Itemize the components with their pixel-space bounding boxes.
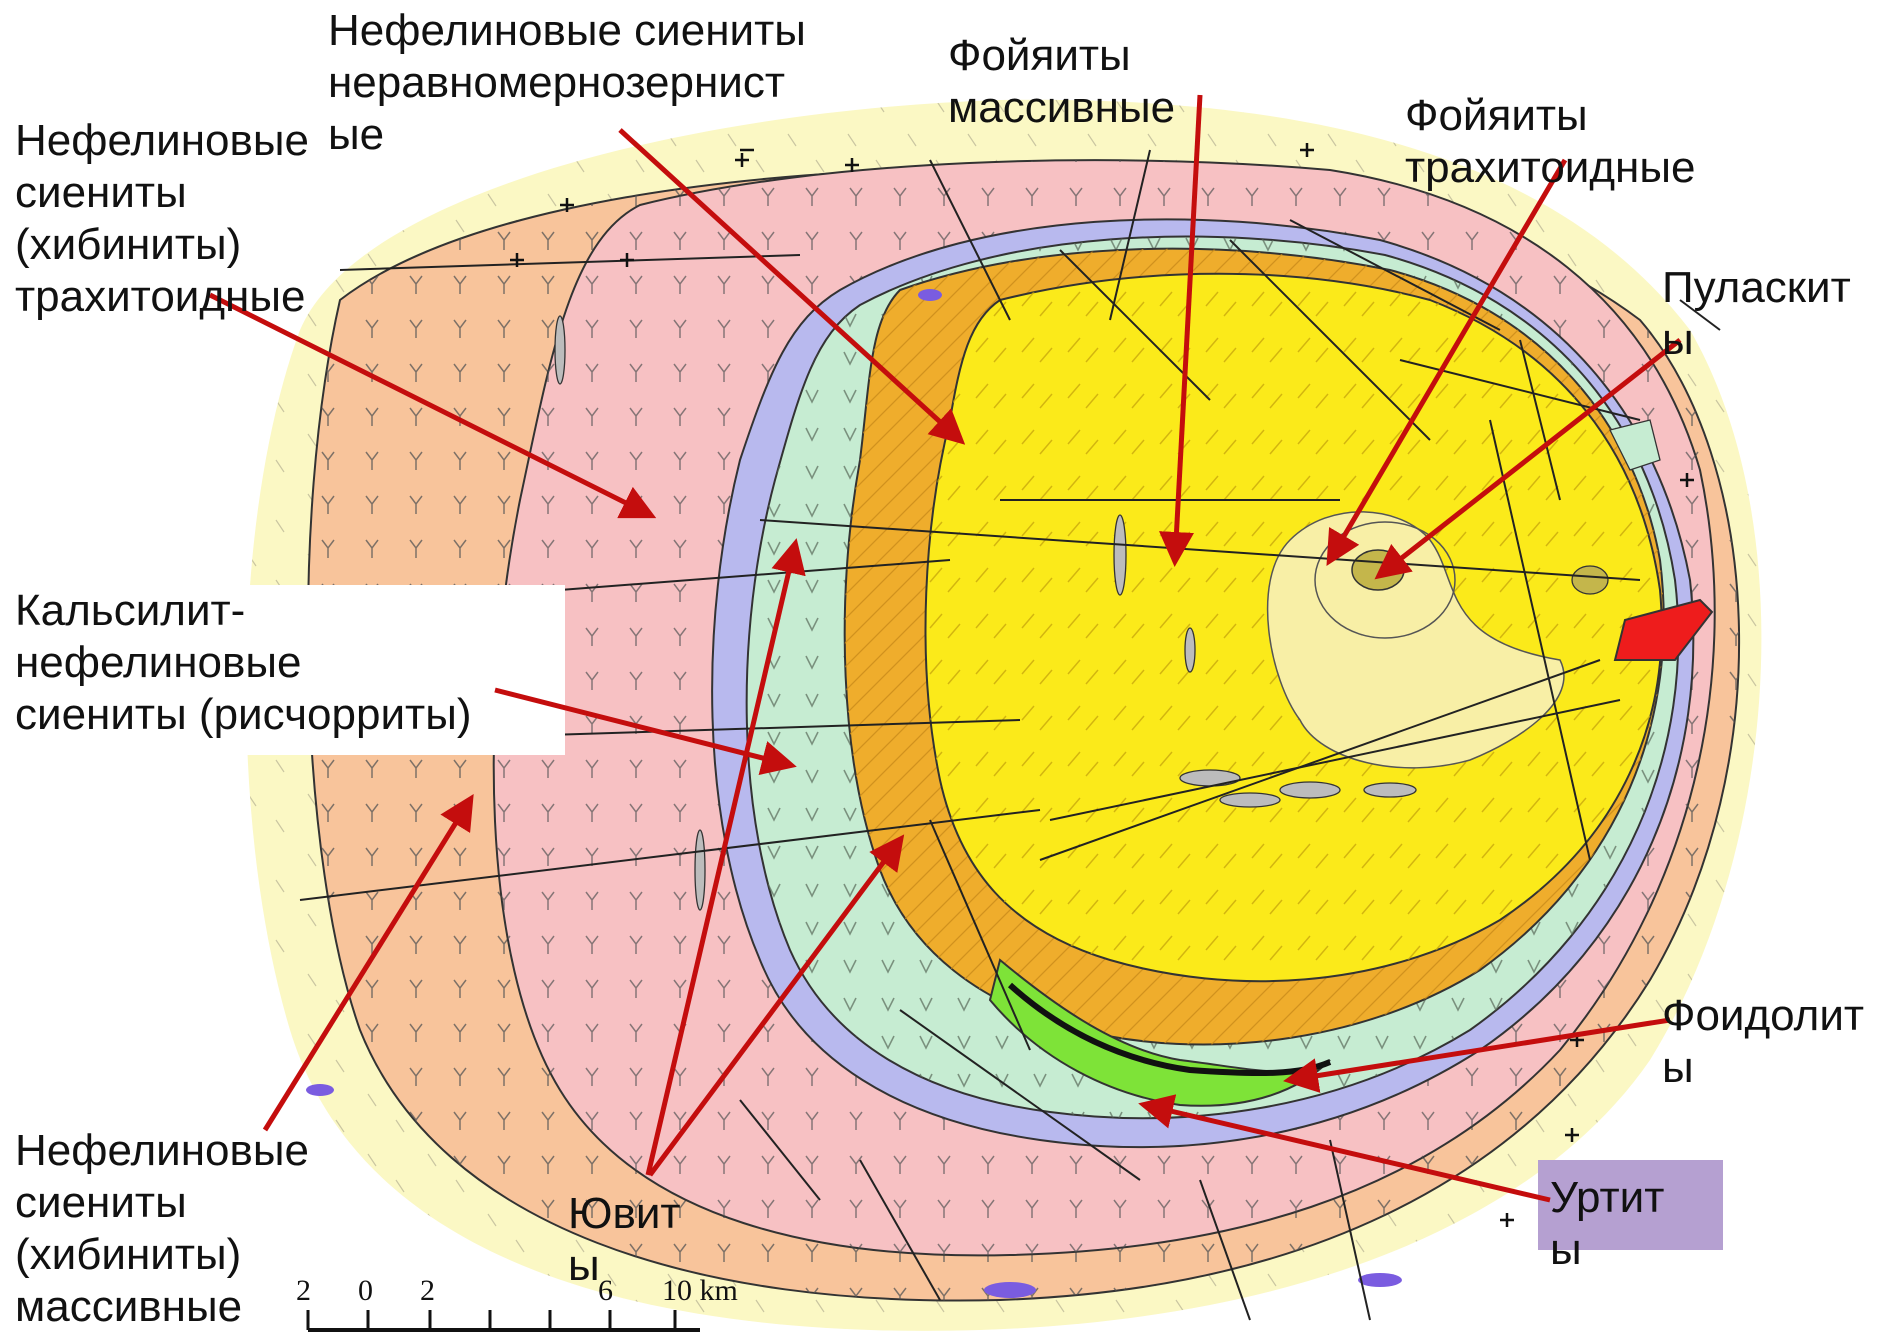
label-urtites: Уртит ы (1550, 1173, 1677, 1274)
arrow-juvites-2 (647, 834, 905, 1177)
label-juvites: Ювит ы (568, 1189, 693, 1290)
label-foidolites: Фоидолит ы (1662, 991, 1876, 1092)
label-rischorrites: Кальсилит- нефелиновые сиениты (рисчорри… (15, 586, 471, 739)
arrow-foyaites-massive (1159, 94, 1203, 567)
arrow-foidolites (1283, 1017, 1671, 1093)
scale-tick-label: 10 km (662, 1274, 738, 1307)
label-khibinites-massive: Нефелиновые сиениты (хибиниты) массивные (15, 1126, 321, 1331)
scale-tick-label: 6 (598, 1274, 613, 1307)
arrow-khibinites-massive (262, 794, 474, 1132)
label-foyaites-massive: Фойяиты массивные (948, 31, 1175, 132)
foidolite-band (988, 958, 1331, 1107)
scale-tick-label: 0 (358, 1274, 373, 1307)
label-arrows (208, 94, 1682, 1203)
scale-bar: 2 0 2 6 10 km (296, 1274, 738, 1332)
arrow-pulaskites (1374, 338, 1682, 580)
map-labels: Фойяиты массивные Нефелиновые сиениты не… (15, 6, 1876, 1331)
arrow-nepheline-uneven (618, 128, 966, 445)
label-khibinites-trachytoid: Нефелиновые сиениты (хибиниты) трахитоид… (15, 116, 321, 321)
arrow-urtites (1138, 1094, 1551, 1203)
label-pulaskites: Пуласкит ы (1662, 263, 1863, 364)
label-foyaites-trachytoid: Фойяиты трахитоидные (1405, 91, 1695, 192)
granite-markers (510, 143, 1694, 1227)
red-block (1613, 598, 1714, 661)
scale-tick-label: 2 (420, 1274, 435, 1307)
scale-tick-label: 2 (296, 1274, 311, 1307)
mint-spot (1609, 419, 1661, 471)
grey-lenses (554, 315, 1417, 911)
arrow-juvites-1 (645, 538, 806, 1176)
olive-spot (1571, 565, 1609, 595)
label-nepheline-uneven: Нефелиновые сиениты неравномернозернист … (328, 6, 818, 159)
rischorrite-label-box (0, 585, 565, 755)
purple-lenses (306, 289, 1402, 1298)
arrow-khibinites-trachytoid (208, 292, 657, 519)
arrow-rischorrites (494, 687, 797, 776)
pulaskite-patch (1351, 549, 1405, 591)
arrow-foyaites-trachytoid (1326, 158, 1568, 567)
urtite-label-box (1538, 1160, 1723, 1250)
